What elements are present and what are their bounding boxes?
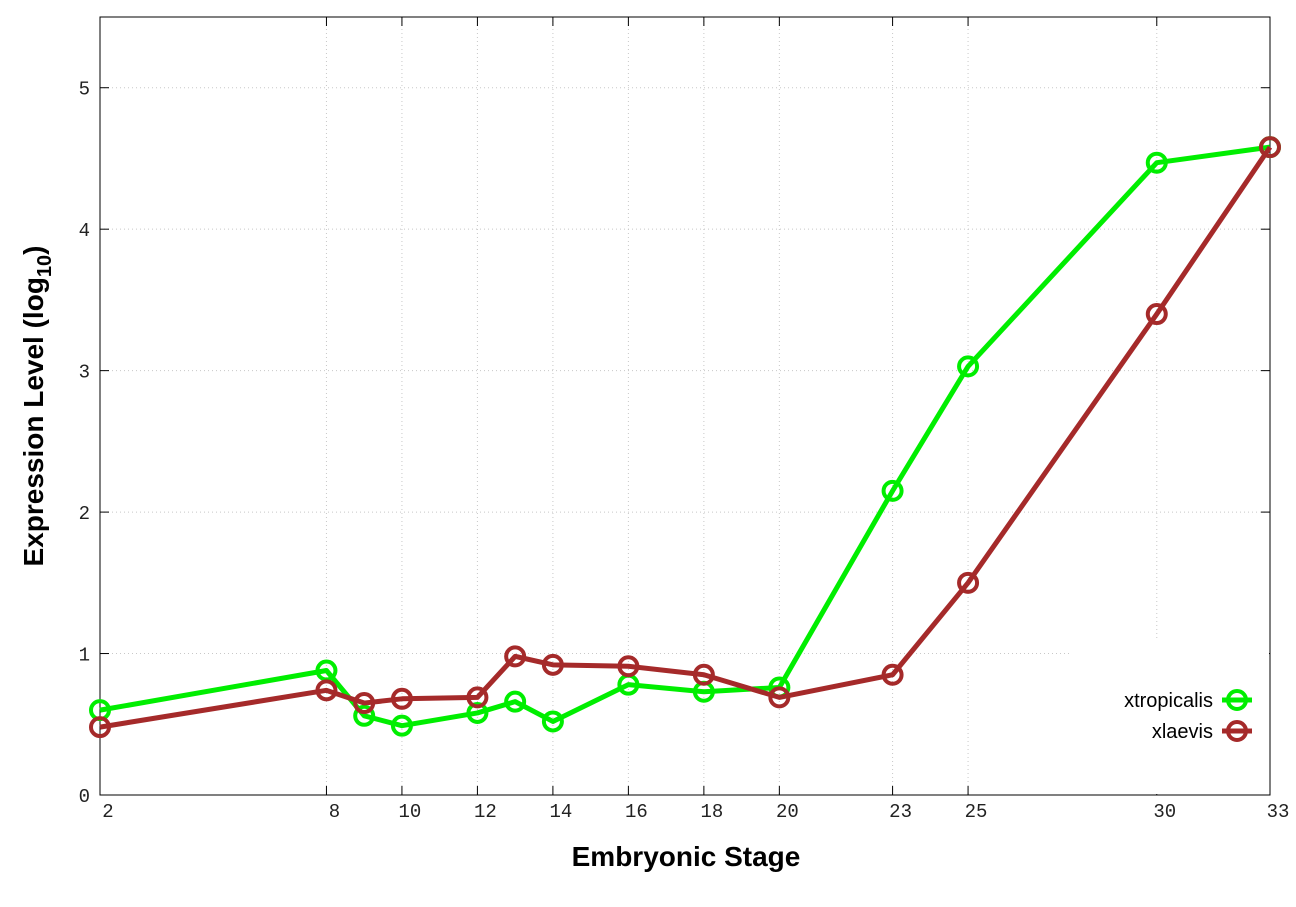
- y-tick-label: 2: [79, 503, 90, 525]
- x-tick-label: 16: [625, 801, 648, 823]
- legend-label: xtropicalis: [1124, 690, 1213, 712]
- y-tick-label: 0: [79, 786, 90, 808]
- x-tick-label: 20: [776, 801, 799, 823]
- y-axis-title: Expression Level (log10): [18, 246, 56, 567]
- legend-marker: [1226, 720, 1248, 742]
- series-line: [99, 145, 1273, 730]
- point: [1145, 303, 1168, 326]
- y-tick-label: 3: [79, 362, 90, 384]
- x-axis-title: Embryonic Stage: [572, 841, 801, 872]
- x-tick-label: 14: [549, 801, 572, 823]
- x-tick-label: 30: [1153, 801, 1176, 823]
- point: [466, 701, 489, 724]
- point: [89, 716, 111, 739]
- point: [353, 692, 376, 715]
- point: [957, 571, 980, 594]
- legend-marker: [1226, 689, 1248, 711]
- y-tick-label: 5: [79, 79, 90, 101]
- legend-label: xlaevis: [1152, 721, 1213, 743]
- series-line: [99, 144, 1271, 729]
- x-tick-label: 12: [474, 801, 497, 823]
- point: [768, 686, 791, 709]
- point: [541, 653, 564, 676]
- point: [504, 645, 527, 668]
- point: [390, 714, 413, 737]
- point: [353, 704, 376, 727]
- x-tick-label: 2: [102, 801, 113, 823]
- point: [315, 679, 338, 702]
- plot-frame: [99, 16, 1271, 796]
- point: [541, 710, 564, 733]
- x-tick-label: 10: [399, 801, 422, 823]
- point: [692, 663, 715, 686]
- x-tick-label: 25: [965, 801, 988, 823]
- y-axis-title-sub: 10: [34, 255, 56, 277]
- point: [881, 663, 904, 686]
- point: [466, 686, 489, 709]
- x-tick-label: 33: [1267, 801, 1290, 823]
- x-tick-label: 8: [329, 801, 340, 823]
- y-tick-label: 1: [79, 645, 90, 667]
- y-axis-title-text: Expression Level (log: [18, 277, 49, 566]
- y-axis-title-suffix: ): [18, 246, 49, 255]
- y-tick-label: 4: [79, 220, 90, 242]
- point: [617, 655, 640, 678]
- x-tick-label: 23: [889, 801, 912, 823]
- x-tick-label: 18: [700, 801, 723, 823]
- point: [504, 690, 527, 713]
- point: [1259, 136, 1281, 159]
- legend-box: [1070, 640, 1269, 794]
- point: [881, 479, 904, 502]
- point: [957, 355, 980, 378]
- point: [1145, 151, 1168, 174]
- point: [390, 687, 413, 710]
